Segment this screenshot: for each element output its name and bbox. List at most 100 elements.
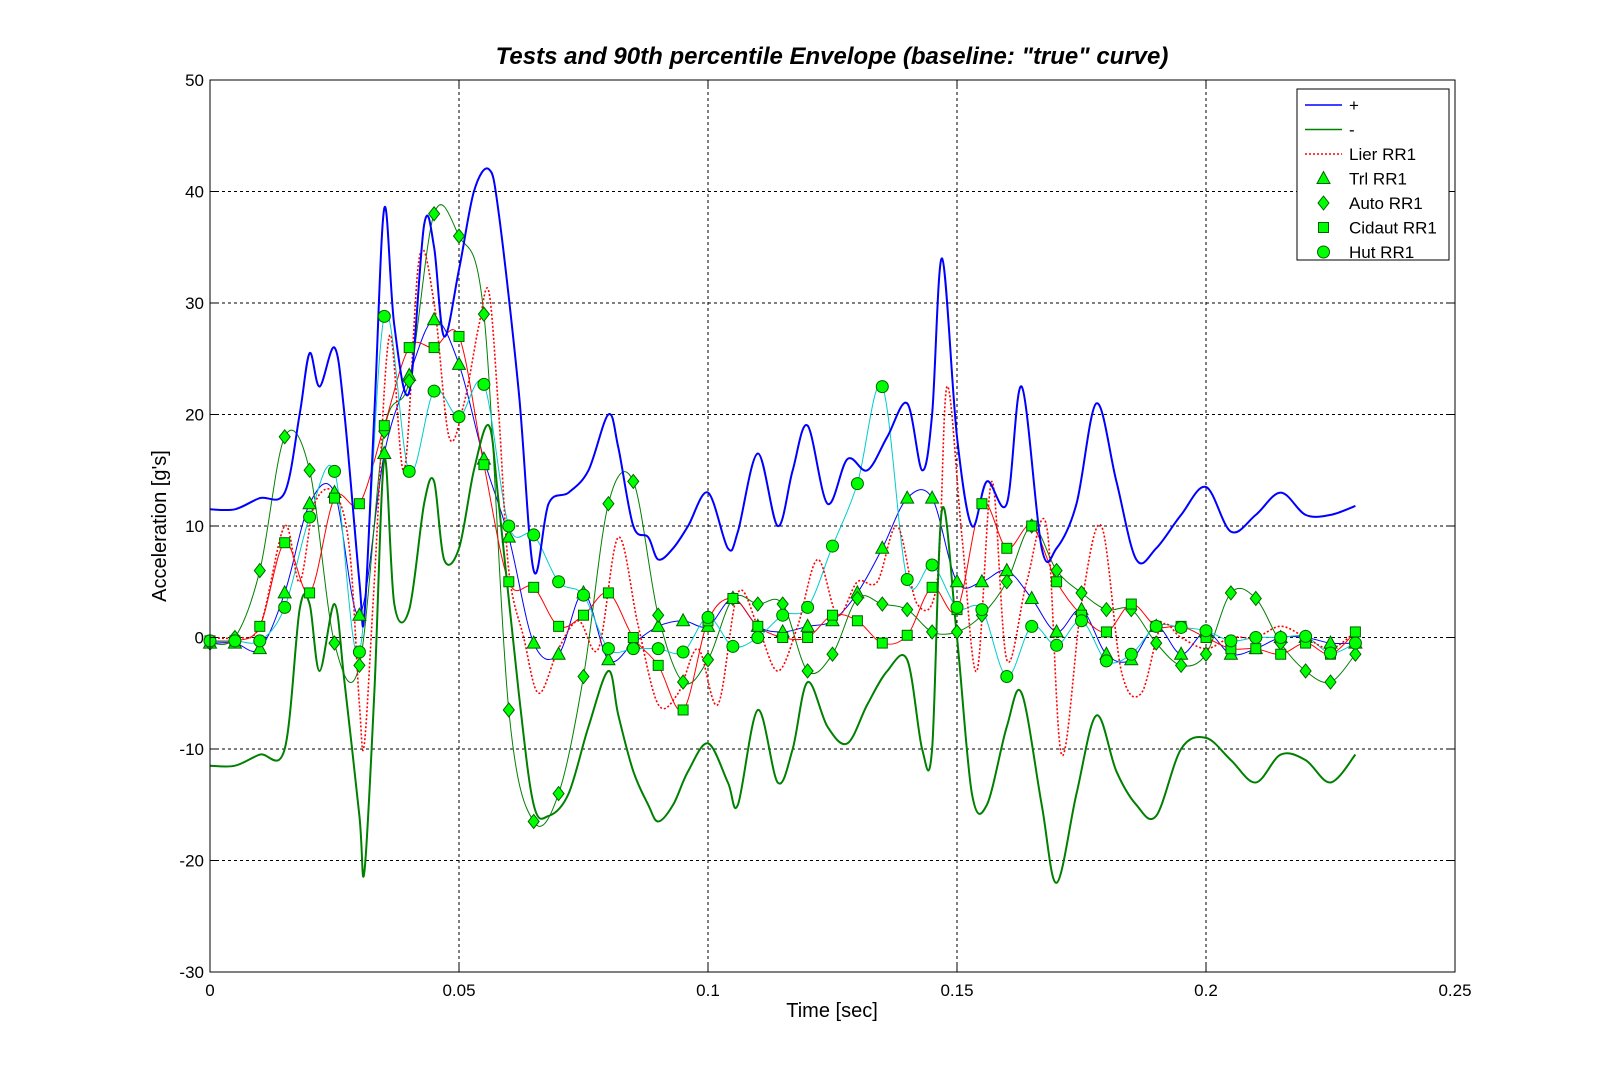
grid-lines [210,80,1455,972]
data-point-diamond [851,590,864,607]
data-point-diamond [950,624,964,640]
legend-label: Lier RR1 [1349,145,1416,164]
data-point-diamond [701,651,715,668]
data-point-diamond [303,462,316,479]
data-point-square [353,498,365,510]
data-point-triangle [601,651,616,666]
data-point-triangle [874,540,890,554]
legend-label: + [1349,96,1359,115]
data-point-square [1100,626,1112,638]
data-point-circle [1075,614,1088,628]
data-point-square [578,609,589,621]
data-point-square [1001,542,1013,554]
data-point-diamond [1075,585,1088,601]
legend: + - Lier RR1 Trl RR1 Auto RR1 Cidaut RR1 Hut R… [1296,88,1450,262]
data-point-circle [328,464,341,478]
series-line-1 [210,424,1357,884]
data-point-diamond [751,596,764,612]
data-point-triangle [526,635,542,649]
data-point-circle [1274,631,1288,644]
y-tick-label: 50 [185,71,204,90]
data-point-diamond [627,473,640,490]
data-point-square [926,581,938,593]
chart-title: Tests and 90th percentile Envelope (base… [496,43,1169,70]
data-point-square [378,420,390,432]
y-tick-label: -10 [179,740,204,759]
data-point-square [1026,520,1038,532]
data-point-square [279,537,291,549]
data-point-square [254,620,266,632]
data-point-triangle [650,618,666,632]
y-tick-label: 30 [185,294,204,313]
data-point-circle [925,558,939,572]
data-point-triangle [924,490,940,504]
data-point-diamond [353,657,366,674]
data-point-circle [701,610,715,624]
data-point-circle [950,600,964,614]
data-point-triangle [899,490,915,504]
data-point-circle [527,528,541,542]
data-point-triangle [501,529,517,543]
axis-ticks: 0 0.05 0.1 0.15 0.2 0.25 -30 -20 -10 0 10 20 30 40 50 [179,71,1471,1000]
data-point-square [901,629,913,641]
data-point-diamond [1174,657,1188,674]
data-point-square [403,342,415,354]
data-point-circle [1174,620,1188,634]
data-point-circle [726,639,740,653]
data-point-square [752,620,764,632]
data-point-circle [900,573,914,587]
data-point-diamond [403,373,416,389]
data-point-square [528,581,540,593]
data-point-square [1275,648,1287,660]
y-tick-label: -20 [179,852,204,871]
data-point-circle [1050,638,1064,652]
data-point-square [602,587,614,599]
data-point-square [876,637,888,649]
data-point-diamond [577,668,590,685]
data-point-triangle [1024,590,1040,604]
x-tick-label: 0.25 [1438,981,1471,1000]
data-point-circle [975,603,989,617]
x-tick-label: 0.1 [696,981,720,1000]
data-point-diamond [1000,573,1013,590]
data-point-diamond [427,205,441,222]
data-point-triangle [302,495,317,510]
data-point-circle [278,600,292,614]
data-point-diamond [602,495,615,512]
data-point-diamond [801,663,814,679]
data-point-circle [253,634,267,648]
data-point-square [478,459,490,471]
data-point-square [976,498,988,510]
x-axis-label: Time [sec] [786,1000,878,1022]
data-point-triangle [451,356,467,370]
data-point-circle [452,410,466,424]
legend-label: Auto RR1 [1349,194,1423,213]
data-point-diamond [826,646,839,663]
data-point-diamond [1100,601,1113,618]
data-point-circle [1324,646,1337,660]
data-point-circle [1025,619,1039,633]
data-point-square [827,609,838,621]
data-point-triangle [277,584,293,599]
data-point-circle [601,642,615,656]
data-point-square [1125,598,1137,610]
data-point-diamond [1324,674,1337,690]
data-point-square [652,659,664,671]
data-point-square [627,632,639,643]
y-axis-label: Acceleration [g's] [149,450,171,602]
data-point-circle [826,539,839,553]
data-point-circle [850,477,864,491]
legend-label: Cidaut RR1 [1349,219,1437,238]
data-point-triangle [252,640,268,655]
data-point-circle [377,309,391,323]
data-point-square [503,576,515,588]
y-tick-label: 10 [185,517,204,536]
y-tick-label: 40 [185,183,204,202]
data-point-circle [352,645,366,659]
data-point-diamond [527,813,540,830]
data-point-square [851,615,863,627]
data-point-diamond [901,601,914,618]
data-point-circle [1249,631,1263,644]
data-point-circle [1099,654,1113,668]
